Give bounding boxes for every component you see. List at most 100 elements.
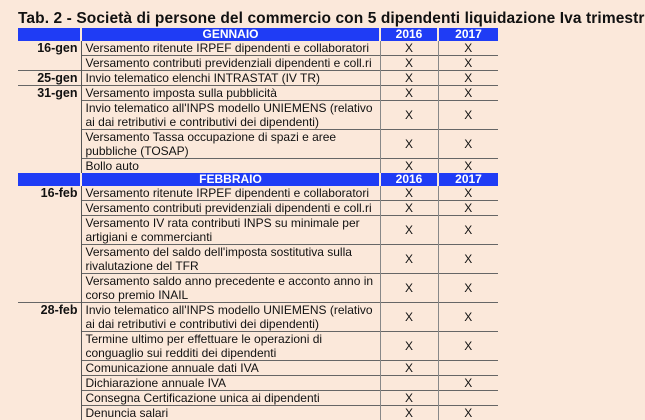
deadline-date: 31-gen [18, 86, 81, 101]
mark-2016: X [380, 216, 438, 245]
deadline-date [18, 332, 81, 361]
header-blank [18, 28, 81, 41]
table-row: Termine ultimo per effettuare le operazi… [18, 332, 498, 361]
mark-2017: X [438, 216, 498, 245]
table-row: Consegna Certificazione unica ai dipende… [18, 391, 498, 406]
mark-2016: X [380, 71, 438, 86]
mark-2016: X [380, 332, 438, 361]
month-header: GENNAIO [81, 28, 380, 41]
deadline-date [18, 391, 81, 406]
mark-2017: X [438, 56, 498, 71]
deadline-description: Dichiarazione annuale IVA [81, 376, 380, 391]
deadline-date [18, 274, 81, 303]
mark-2016: X [380, 201, 438, 216]
mark-2017: X [438, 71, 498, 86]
deadline-date [18, 216, 81, 245]
deadline-description: Versamento Tassa occupazione di spazi e … [81, 130, 380, 159]
mark-2016: X [380, 245, 438, 274]
deadline-date [18, 130, 81, 159]
mark-2016: X [380, 186, 438, 201]
deadline-date [18, 201, 81, 216]
mark-2016: X [380, 303, 438, 332]
mark-2017: X [438, 332, 498, 361]
mark-2017: X [438, 101, 498, 130]
deadline-description: Comunicazione annuale dati IVA [81, 361, 380, 376]
deadline-description: Versamento IV rata contributi INPS su mi… [81, 216, 380, 245]
mark-2017: X [438, 376, 498, 391]
deadline-description: Invio telematico elenchi INTRASTAT (IV T… [81, 71, 380, 86]
mark-2016: X [380, 391, 438, 406]
mark-2017: X [438, 86, 498, 101]
year-header-2016: 2016 [380, 28, 438, 41]
deadline-description: Invio telematico all'INPS modello UNIEME… [81, 101, 380, 130]
mark-2017 [438, 361, 498, 376]
deadline-description: Denuncia salari [81, 406, 380, 420]
deadline-date: 16-feb [18, 186, 81, 201]
deadline-date [18, 159, 81, 174]
year-header-2017: 2017 [438, 28, 498, 41]
deadline-description: Consegna Certificazione unica ai dipende… [81, 391, 380, 406]
table-row: Versamento contributi previdenziali dipe… [18, 56, 498, 71]
mark-2016: X [380, 361, 438, 376]
deadline-date [18, 361, 81, 376]
deadline-description: Versamento saldo anno precedente e accon… [81, 274, 380, 303]
deadline-date [18, 56, 81, 71]
mark-2016: X [380, 130, 438, 159]
mark-2016: X [380, 159, 438, 174]
month-header: FEBBRAIO [81, 173, 380, 186]
table-row: Versamento contributi previdenziali dipe… [18, 201, 498, 216]
mark-2017: X [438, 201, 498, 216]
table-row: Versamento saldo anno precedente e accon… [18, 274, 498, 303]
header-blank [18, 173, 81, 186]
table-row: Invio telematico all'INPS modello UNIEME… [18, 101, 498, 130]
mark-2017: X [438, 406, 498, 420]
deadline-date: 25-gen [18, 71, 81, 86]
deadline-description: Versamento imposta sulla pubblicità [81, 86, 380, 101]
mark-2017: X [438, 159, 498, 174]
mark-2016: X [380, 56, 438, 71]
deadline-description: Versamento contributi previdenziali dipe… [81, 56, 380, 71]
deadline-date [18, 376, 81, 391]
deadline-description: Invio telematico all'INPS modello UNIEME… [81, 303, 380, 332]
mark-2017: X [438, 303, 498, 332]
mark-2016: X [380, 86, 438, 101]
mark-2017: X [438, 274, 498, 303]
mark-2016 [380, 376, 438, 391]
table-row: Dichiarazione annuale IVA X [18, 376, 498, 391]
mark-2016: X [380, 274, 438, 303]
mark-2017: X [438, 130, 498, 159]
mark-2017: X [438, 186, 498, 201]
mark-2016: X [380, 41, 438, 56]
deadline-description: Termine ultimo per effettuare le operazi… [81, 332, 380, 361]
deadline-description: Bollo auto [81, 159, 380, 174]
table-row: Versamento IV rata contributi INPS su mi… [18, 216, 498, 245]
table-row: Versamento Tassa occupazione di spazi e … [18, 130, 498, 159]
deadline-date [18, 245, 81, 274]
deadline-description: Versamento ritenute IRPEF dipendenti e c… [81, 41, 380, 56]
year-header-2017: 2017 [438, 173, 498, 186]
deadline-description: Versamento contributi previdenziali dipe… [81, 201, 380, 216]
mark-2017: X [438, 41, 498, 56]
deadline-description: Versamento del saldo dell'imposta sostit… [81, 245, 380, 274]
mark-2016: X [380, 101, 438, 130]
table-title: Tab. 2 - Società di persone del commerci… [18, 10, 645, 28]
deadline-date: 28-feb [18, 303, 81, 332]
mark-2016: X [380, 406, 438, 420]
table-row: Versamento del saldo dell'imposta sostit… [18, 245, 498, 274]
deadline-date [18, 101, 81, 130]
deadline-description: Versamento ritenute IRPEF dipendenti e c… [81, 186, 380, 201]
deadline-date [18, 406, 81, 420]
year-header-2016: 2016 [380, 173, 438, 186]
mark-2017 [438, 391, 498, 406]
